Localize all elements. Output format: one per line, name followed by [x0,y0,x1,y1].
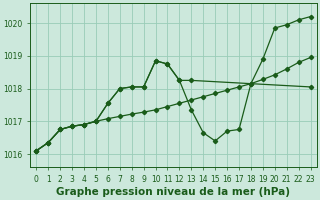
X-axis label: Graphe pression niveau de la mer (hPa): Graphe pression niveau de la mer (hPa) [56,187,291,197]
